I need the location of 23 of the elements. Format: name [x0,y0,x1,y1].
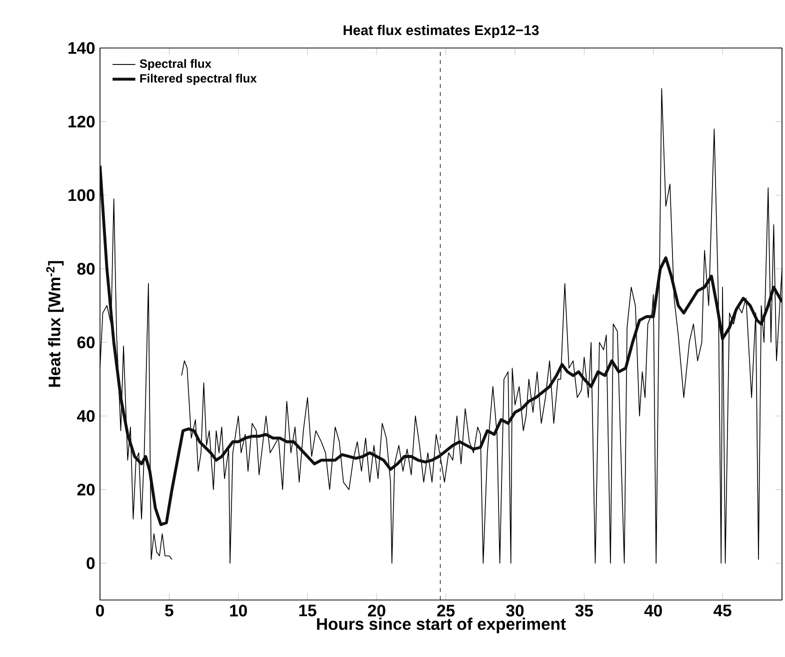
y-tick-label: 20 [77,484,95,496]
x-tick-label: 15 [299,604,316,616]
x-tick-label: 20 [368,604,386,617]
x-tick-label: 40 [644,604,662,617]
y-tick-label: 140 [68,42,95,54]
y-tick-label: 80 [77,262,95,275]
x-tick-label: 0 [96,604,104,617]
y-tick-label: 60 [77,336,95,348]
legend-label: Filtered spectral flux [140,74,257,85]
legend-label: Spectral flux [140,59,212,70]
x-tick-label: 30 [506,604,524,617]
chart-title: Heat flux estimates Exp12−13 [344,24,539,38]
y-tick-label: 120 [68,116,95,128]
x-tick-label: 10 [230,604,247,617]
y-tick-label: 100 [68,189,95,202]
x-axis-title: Hours since start of experiment [317,618,566,634]
y-tick-label: 40 [77,410,95,422]
y-tick-label: 0 [86,557,95,570]
x-tick-label: 5 [165,604,174,616]
x-tick-label: 25 [437,604,455,617]
x-tick-label: 35 [575,604,593,617]
y-axis-title: Heat flux [Wm$^{-2}$] [46,261,64,387]
x-tick-label: 45 [714,604,732,616]
